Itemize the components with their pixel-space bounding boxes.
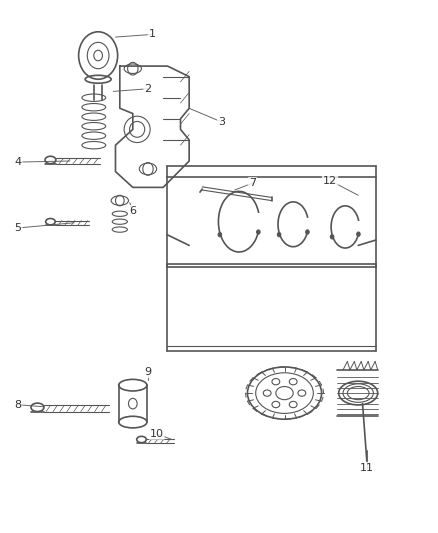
Circle shape [330, 235, 333, 239]
Text: 1: 1 [148, 29, 155, 39]
Text: 7: 7 [248, 178, 255, 188]
Text: 8: 8 [14, 400, 21, 410]
Text: 11: 11 [359, 463, 373, 473]
Circle shape [356, 232, 359, 236]
Circle shape [277, 232, 280, 237]
Text: 10: 10 [149, 429, 163, 439]
Text: 4: 4 [14, 157, 21, 167]
Text: 3: 3 [218, 117, 225, 127]
Text: 2: 2 [144, 84, 151, 94]
Text: 9: 9 [144, 367, 151, 377]
Text: 5: 5 [14, 223, 21, 233]
Circle shape [305, 230, 308, 234]
Circle shape [256, 230, 259, 234]
Text: 6: 6 [129, 206, 136, 216]
Circle shape [218, 232, 221, 237]
Text: 12: 12 [322, 175, 336, 185]
